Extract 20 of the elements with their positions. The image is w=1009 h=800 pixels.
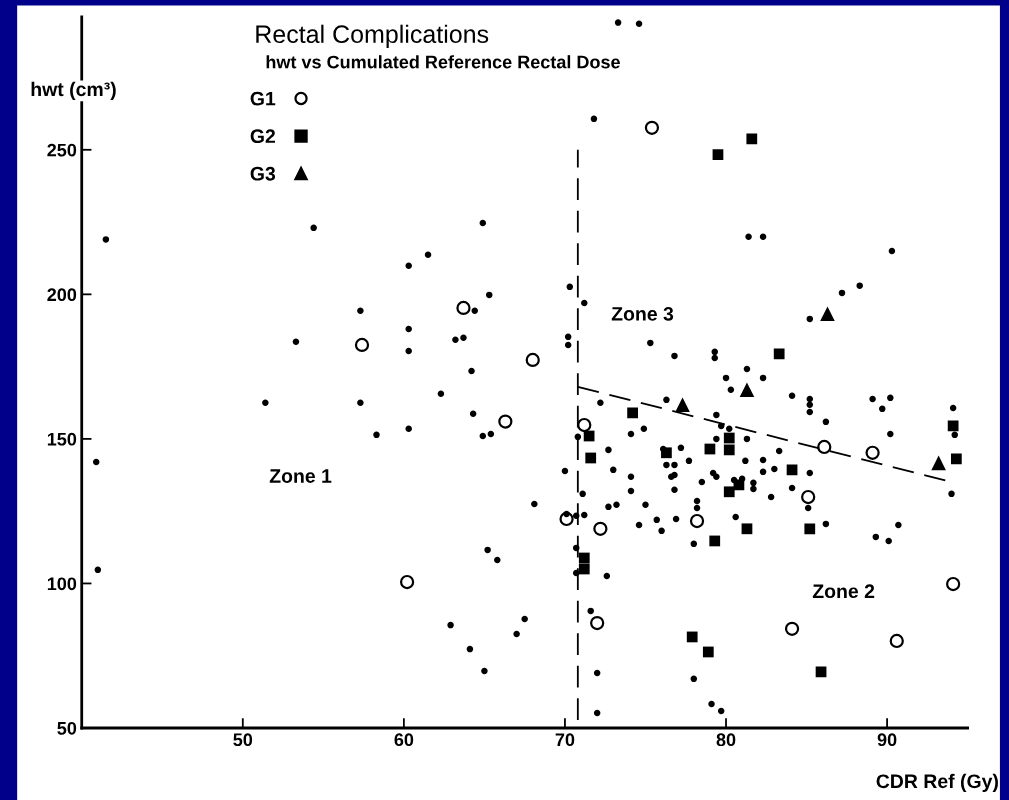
annotation: Zone 3 (611, 306, 674, 321)
x-axis-title: CDR Ref (Gy) (876, 773, 998, 792)
chart-title: Rectal Complications (256, 24, 489, 48)
x-tick-label: 80 (716, 733, 736, 747)
y-tick-label: 100 (47, 577, 77, 591)
legend-label: G2 (250, 129, 275, 144)
x-tick-label: 70 (555, 733, 575, 747)
y-axis-title: hwt (cm³) (31, 81, 116, 100)
y-tick-label: 50 (57, 721, 77, 735)
text: hwt vs Cumulated Reference Rectal Dose (266, 55, 620, 69)
annotation: Zone 2 (812, 584, 875, 599)
x-tick-label: 50 (233, 733, 253, 747)
legend-label: G3 (250, 166, 276, 181)
y-tick-label: 250 (47, 143, 77, 157)
y-tick-label: 200 (47, 288, 77, 302)
legend-label: G1 (250, 91, 276, 106)
x-tick-label: 90 (877, 733, 897, 747)
x-tick-label: 60 (394, 733, 414, 747)
y-tick-label: 150 (47, 432, 77, 446)
annotation: Zone 1 (269, 469, 332, 483)
